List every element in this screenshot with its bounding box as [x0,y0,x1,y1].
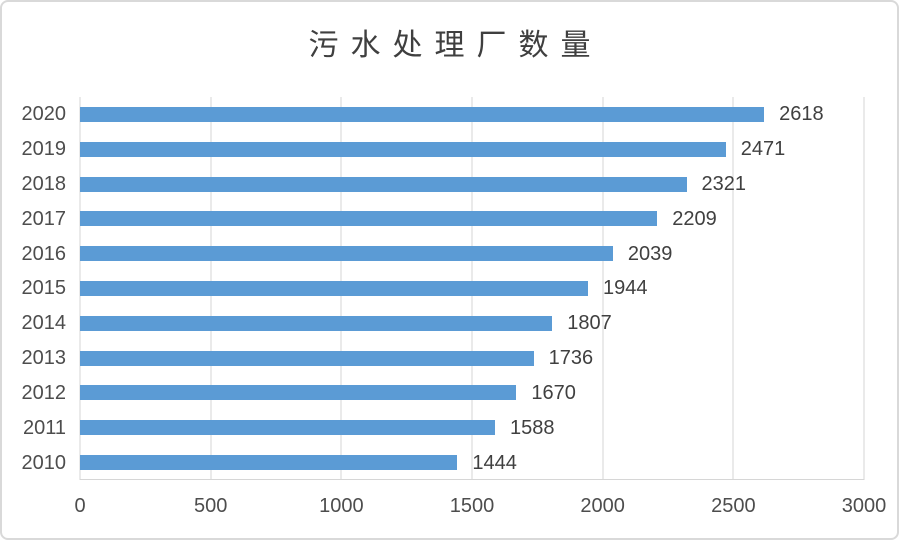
value-label: 1736 [548,347,594,370]
bar-row: 2618 [80,97,864,132]
value-label: 2321 [701,173,747,196]
x-tick-label: 1500 [449,495,495,517]
bar-row: 1444 [80,445,864,480]
value-label: 1444 [472,451,517,474]
bar-row: 2321 [80,167,864,202]
category-label: 2010 [21,451,67,474]
value-label: 2471 [740,138,786,161]
bar-row: 1736 [80,341,864,376]
category-label: 2011 [22,416,66,439]
plot-area: 2618 2471 2321 2209 2039 1944 1807 1736 1670 1588… [79,97,865,480]
category-label: 2017 [21,207,67,230]
chart-title: 污水处理厂数量 [308,29,603,62]
x-tick-label: 0 [74,495,86,517]
category-label: 2015 [21,277,67,300]
bar-rows: 2618 2471 2321 2209 2039 1944 1807 1736 1670 1588… [80,97,864,480]
x-tick-label: 500 [193,495,228,517]
bar [80,385,517,401]
bar [80,141,726,157]
value-label: 2618 [779,103,824,126]
value-label: 2039 [627,242,673,265]
category-label: 2014 [21,312,67,335]
gridline [602,97,604,480]
value-label: 1807 [567,312,612,335]
bar [80,280,589,296]
bar-row: 1670 [80,376,864,411]
gridline [863,97,865,480]
bar [80,106,765,122]
value-label: 1944 [603,277,648,300]
x-tick-label: 2000 [580,495,625,517]
category-label: 2019 [21,138,67,161]
bar-row: 1588 [80,410,864,445]
bar-row: 2471 [80,132,864,167]
x-axis-labels: 0 500 1000 1500 2000 2500 3000 [74,495,886,520]
bar [80,315,553,331]
y-axis-labels: 2020 2019 2018 2017 2016 2015 2014 2013 2012 2011… [2,97,67,480]
bar [80,420,495,436]
bar [80,176,687,192]
bar [80,246,613,262]
category-label: 2013 [21,347,67,370]
x-tick-label: 3000 [841,495,887,517]
bar [80,455,458,471]
x-axis-line [80,479,864,480]
bar-row: 1807 [80,306,864,341]
x-tick-label: 1000 [319,495,364,517]
bar-row: 2039 [80,236,864,271]
gridline [732,97,734,480]
bar-row: 1944 [80,271,864,306]
category-label: 2018 [21,173,67,196]
bar-row: 2209 [80,201,864,236]
value-label: 1588 [509,416,555,439]
value-label: 1670 [531,381,576,404]
x-tick-label: 2500 [711,495,756,517]
bar [80,350,534,366]
value-label: 2209 [672,207,717,230]
category-label: 2016 [21,242,67,265]
category-label: 2012 [21,381,67,404]
bar [80,211,658,227]
category-label: 2020 [21,103,67,126]
